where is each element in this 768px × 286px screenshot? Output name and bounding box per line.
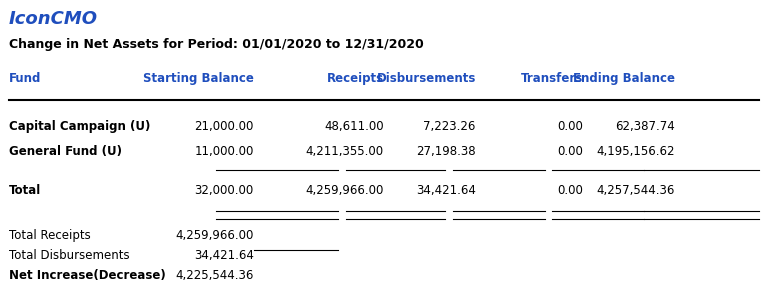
- Text: 34,421.64: 34,421.64: [416, 184, 476, 197]
- Text: Total: Total: [9, 184, 41, 197]
- Text: 0.00: 0.00: [557, 145, 583, 158]
- Text: Change in Net Assets for Period: 01/01/2020 to 12/31/2020: Change in Net Assets for Period: 01/01/2…: [9, 38, 424, 51]
- Text: Starting Balance: Starting Balance: [143, 72, 254, 85]
- Text: 0.00: 0.00: [557, 184, 583, 197]
- Text: 11,000.00: 11,000.00: [194, 145, 254, 158]
- Text: IconCMO: IconCMO: [9, 10, 98, 28]
- Text: 4,257,544.36: 4,257,544.36: [597, 184, 675, 197]
- Text: Net Increase(Decrease): Net Increase(Decrease): [9, 269, 166, 281]
- Text: Capital Campaign (U): Capital Campaign (U): [9, 120, 151, 132]
- Text: 4,259,966.00: 4,259,966.00: [176, 229, 254, 242]
- Text: 4,259,966.00: 4,259,966.00: [306, 184, 384, 197]
- Text: 7,223.26: 7,223.26: [423, 120, 476, 132]
- Text: Ending Balance: Ending Balance: [573, 72, 675, 85]
- Text: Total Receipts: Total Receipts: [9, 229, 91, 242]
- Text: Disbursements: Disbursements: [376, 72, 476, 85]
- Text: Total Disbursements: Total Disbursements: [9, 249, 130, 262]
- Text: 4,211,355.00: 4,211,355.00: [306, 145, 384, 158]
- Text: Transfers: Transfers: [521, 72, 583, 85]
- Text: 4,225,544.36: 4,225,544.36: [176, 269, 254, 281]
- Text: Fund: Fund: [9, 72, 41, 85]
- Text: General Fund (U): General Fund (U): [9, 145, 122, 158]
- Text: Receipts: Receipts: [327, 72, 384, 85]
- Text: 4,195,156.62: 4,195,156.62: [596, 145, 675, 158]
- Text: 48,611.00: 48,611.00: [324, 120, 384, 132]
- Text: 34,421.64: 34,421.64: [194, 249, 254, 262]
- Text: 21,000.00: 21,000.00: [194, 120, 254, 132]
- Text: 62,387.74: 62,387.74: [615, 120, 675, 132]
- Text: 0.00: 0.00: [557, 120, 583, 132]
- Text: 32,000.00: 32,000.00: [194, 184, 254, 197]
- Text: 27,198.38: 27,198.38: [416, 145, 476, 158]
